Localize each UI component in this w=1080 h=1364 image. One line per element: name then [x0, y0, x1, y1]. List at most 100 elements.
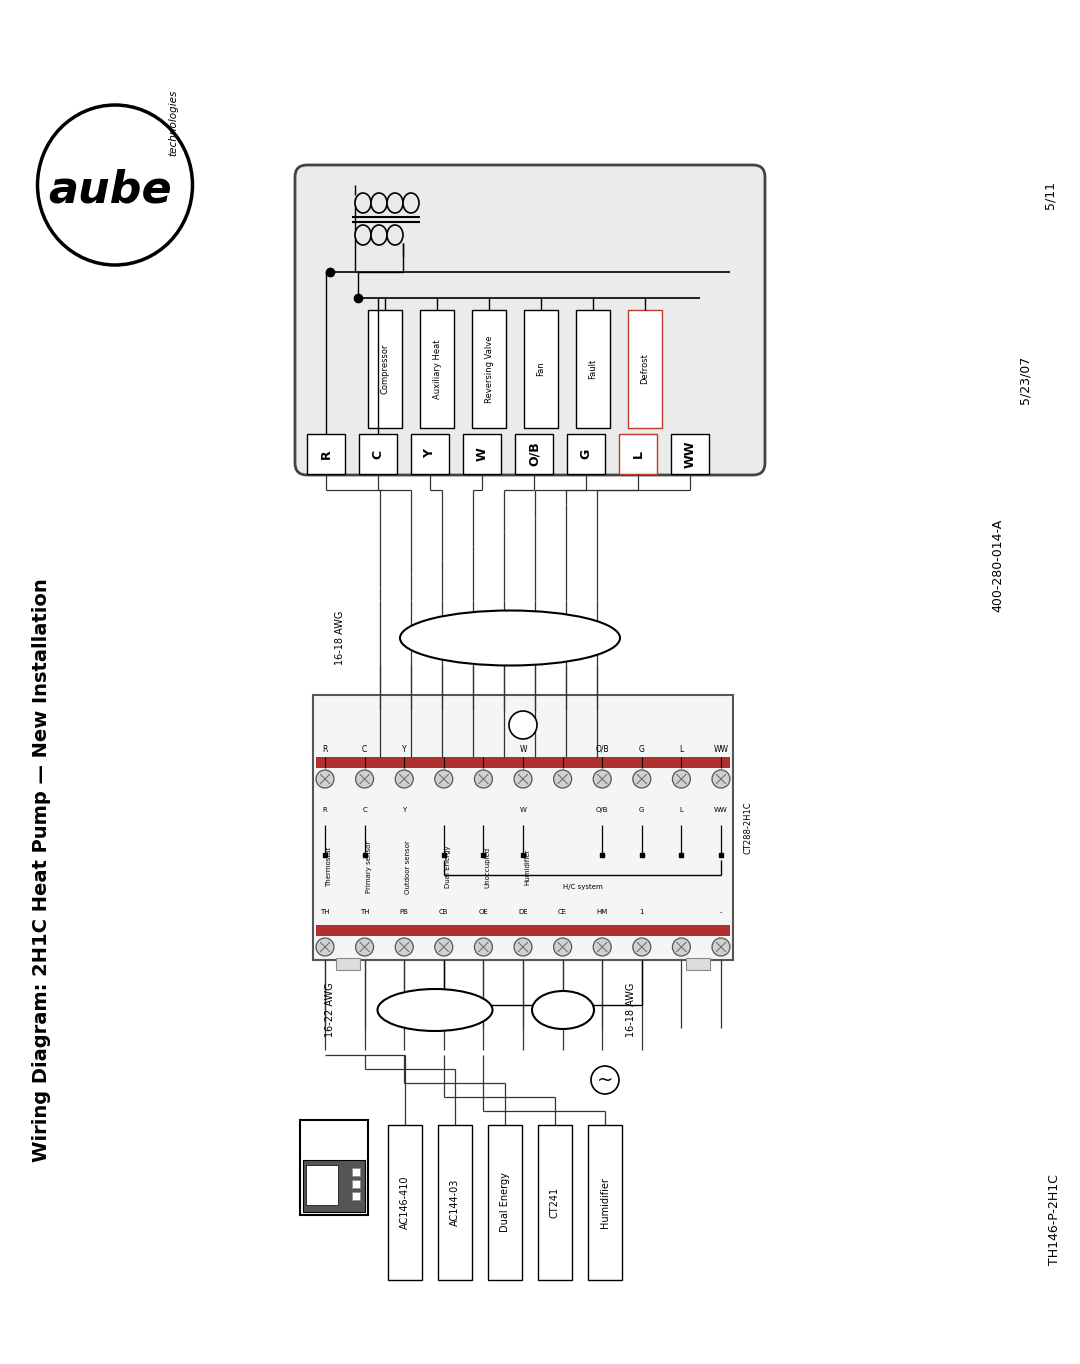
Text: O/B: O/B: [527, 442, 540, 466]
Ellipse shape: [593, 938, 611, 956]
Text: W: W: [519, 745, 527, 753]
Ellipse shape: [387, 192, 403, 213]
Ellipse shape: [372, 225, 387, 246]
Bar: [307, 434, 345, 475]
Ellipse shape: [355, 225, 372, 246]
Text: Dual Energy: Dual Energy: [445, 846, 450, 888]
Ellipse shape: [633, 938, 651, 956]
Ellipse shape: [316, 938, 334, 956]
Bar: [567, 434, 605, 475]
Ellipse shape: [378, 989, 492, 1031]
Text: 5/23/07: 5/23/07: [1018, 356, 1031, 404]
Ellipse shape: [403, 192, 419, 213]
Bar: [619, 434, 657, 475]
Text: -: -: [719, 908, 723, 915]
Text: L: L: [679, 745, 684, 753]
Bar: [316, 925, 730, 936]
Text: Fault: Fault: [589, 359, 597, 379]
Bar: [300, 1120, 368, 1215]
Text: Wiring Diagram: 2H1C Heat Pump — New Installation: Wiring Diagram: 2H1C Heat Pump — New Ins…: [32, 578, 52, 1162]
Text: Y: Y: [402, 745, 406, 753]
Text: O/B: O/B: [595, 745, 609, 753]
Ellipse shape: [712, 771, 730, 788]
Text: L: L: [679, 807, 684, 813]
Ellipse shape: [509, 711, 537, 739]
Text: W: W: [519, 807, 526, 813]
Ellipse shape: [532, 992, 594, 1028]
Text: Auxiliary Heat: Auxiliary Heat: [432, 340, 442, 398]
Bar: [359, 434, 397, 475]
Text: 1: 1: [639, 908, 644, 915]
Bar: [438, 1125, 472, 1279]
Text: R: R: [320, 449, 333, 458]
Text: C: C: [362, 807, 367, 813]
Text: C: C: [372, 449, 384, 458]
Text: Defrost: Defrost: [640, 353, 649, 385]
Ellipse shape: [38, 105, 192, 265]
Ellipse shape: [514, 771, 532, 788]
Ellipse shape: [387, 225, 403, 246]
Text: 16-18 AWG: 16-18 AWG: [626, 983, 636, 1037]
Ellipse shape: [474, 771, 492, 788]
Bar: [411, 434, 449, 475]
Ellipse shape: [673, 771, 690, 788]
Text: 16-22 AWG: 16-22 AWG: [325, 982, 335, 1037]
Text: O/B: O/B: [596, 807, 608, 813]
Ellipse shape: [514, 938, 532, 956]
Ellipse shape: [474, 938, 492, 956]
Text: Dual Energy: Dual Energy: [500, 1173, 510, 1233]
Bar: [303, 1159, 365, 1213]
Bar: [388, 1125, 422, 1279]
Text: Primary sensor: Primary sensor: [366, 840, 372, 893]
Ellipse shape: [554, 771, 571, 788]
Bar: [538, 1125, 572, 1279]
Bar: [336, 958, 360, 970]
Text: L: L: [632, 450, 645, 458]
Bar: [524, 310, 558, 428]
Text: Humidifier: Humidifier: [600, 1177, 610, 1228]
Text: Reversing Valve: Reversing Valve: [485, 336, 494, 402]
Text: R: R: [322, 745, 327, 753]
Bar: [463, 434, 501, 475]
Text: Compressor: Compressor: [380, 344, 390, 394]
Bar: [306, 1165, 338, 1204]
Text: technologies: technologies: [168, 90, 178, 157]
Text: TH146-P-2H1C: TH146-P-2H1C: [1049, 1174, 1062, 1266]
Text: Outdoor sensor: Outdoor sensor: [405, 840, 411, 893]
Bar: [316, 757, 730, 768]
Ellipse shape: [554, 938, 571, 956]
Text: G: G: [580, 449, 593, 460]
Text: WW: WW: [714, 745, 729, 753]
Ellipse shape: [593, 771, 611, 788]
Bar: [368, 310, 402, 428]
Text: G: G: [639, 807, 645, 813]
Text: HM: HM: [596, 908, 608, 915]
Ellipse shape: [355, 192, 372, 213]
Ellipse shape: [591, 1067, 619, 1094]
Text: Humidifier: Humidifier: [524, 848, 530, 885]
Ellipse shape: [673, 938, 690, 956]
Bar: [420, 310, 454, 428]
Bar: [352, 1192, 360, 1200]
Text: Fan: Fan: [537, 361, 545, 376]
Ellipse shape: [395, 938, 414, 956]
Bar: [488, 1125, 522, 1279]
Ellipse shape: [355, 938, 374, 956]
Text: H/C system: H/C system: [563, 884, 603, 889]
Text: TH: TH: [360, 908, 369, 915]
Text: C: C: [362, 745, 367, 753]
Text: TH: TH: [321, 908, 329, 915]
Ellipse shape: [395, 771, 414, 788]
Bar: [686, 958, 710, 970]
Ellipse shape: [372, 192, 387, 213]
Text: Thermostat: Thermostat: [326, 847, 332, 887]
Text: PB: PB: [400, 908, 408, 915]
Text: ~: ~: [597, 1071, 613, 1090]
Ellipse shape: [400, 611, 620, 666]
FancyBboxPatch shape: [295, 165, 765, 475]
Text: CT241: CT241: [550, 1187, 561, 1218]
Bar: [588, 1125, 622, 1279]
Text: Y: Y: [423, 450, 436, 458]
Text: aube: aube: [49, 169, 172, 211]
Ellipse shape: [712, 938, 730, 956]
